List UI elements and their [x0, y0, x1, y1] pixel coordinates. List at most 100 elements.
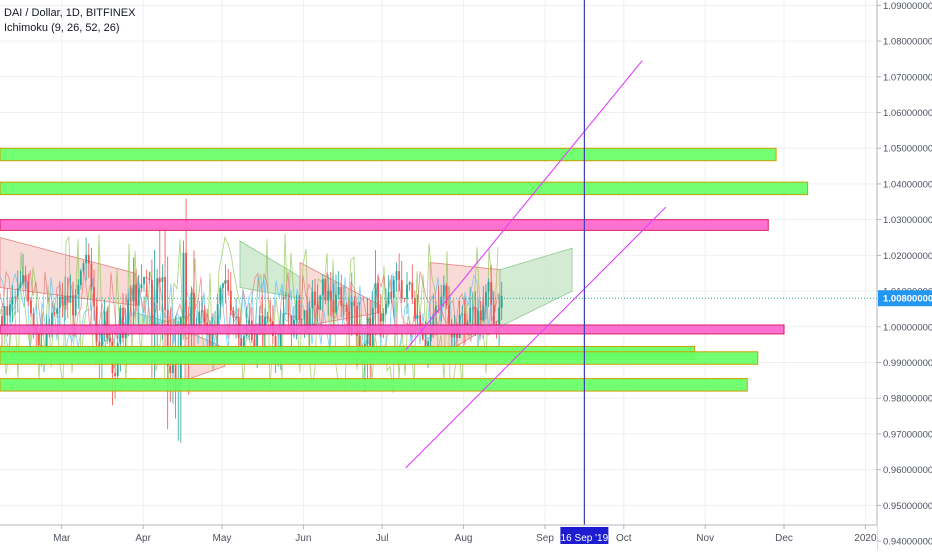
- candle-body: [164, 277, 166, 311]
- candle-body: [424, 339, 427, 348]
- pink-zone-rect[interactable]: [0, 324, 785, 335]
- candle-body: [45, 334, 48, 354]
- green-zone-rect[interactable]: [0, 351, 759, 365]
- candle-body: [287, 313, 290, 316]
- candle-body: [266, 316, 269, 319]
- indicator-label[interactable]: Ichimoku (9, 26, 52, 26): [4, 22, 120, 34]
- candle-body: [379, 313, 382, 322]
- candle-body: [429, 332, 432, 342]
- candle-body: [6, 306, 9, 316]
- candle-body: [474, 307, 477, 328]
- pink-zone-rect[interactable]: [0, 219, 769, 231]
- time-tick-label: Nov: [696, 533, 714, 544]
- candle-body: [463, 313, 466, 326]
- candle-body: [427, 341, 429, 348]
- candle-body: [248, 320, 251, 328]
- cursor-date-badge: [560, 527, 609, 544]
- candle-body: [387, 291, 390, 305]
- candle-body: [295, 299, 298, 320]
- symbol-title[interactable]: DAI / Dollar, 1D, BITFINEX: [4, 7, 136, 19]
- candle-body: [66, 295, 69, 303]
- candle-body: [82, 263, 85, 271]
- time-tick-label: 2020: [854, 533, 877, 544]
- candle-body: [93, 287, 95, 307]
- candle-body: [345, 304, 348, 312]
- green-zone-rect[interactable]: [0, 147, 777, 162]
- candle-body: [440, 296, 443, 307]
- candle-body: [61, 296, 64, 306]
- candle-body: [16, 288, 19, 297]
- candle-body: [58, 296, 61, 309]
- candle-body: [400, 280, 403, 299]
- candle-body: [30, 300, 32, 314]
- candle-body: [53, 312, 56, 314]
- candle-body: [185, 252, 187, 327]
- candle-body: [8, 304, 11, 316]
- candle-body: [208, 332, 211, 351]
- candle-body: [316, 305, 319, 310]
- candle-body: [190, 292, 193, 330]
- candle-body: [22, 275, 24, 284]
- candle-body: [137, 288, 140, 306]
- candle-body: [285, 313, 287, 315]
- candle-body: [87, 254, 90, 264]
- candle-body: [398, 271, 401, 281]
- candle-body: [90, 263, 93, 288]
- price-tick-label: 1.03000000: [883, 215, 932, 226]
- candle-body: [85, 254, 88, 264]
- candle-body: [466, 322, 469, 326]
- price-tick-label: 1.06000000: [883, 108, 932, 119]
- candle-body: [358, 335, 361, 353]
- candle-body: [27, 281, 30, 301]
- candle-body: [122, 307, 124, 339]
- candle-body: [300, 319, 303, 321]
- candle-body: [129, 299, 132, 301]
- candle-body: [174, 349, 177, 391]
- price-tick-label: 0.99000000: [883, 358, 932, 369]
- candle-body: [319, 295, 322, 310]
- candle-body: [469, 307, 472, 323]
- green-zone-rect[interactable]: [0, 378, 748, 392]
- candle-body: [216, 304, 219, 327]
- candle-body: [482, 305, 485, 321]
- candle-body: [211, 326, 214, 351]
- chart-legend: DAI / Dollar, 1D, BITFINEX Ichimoku (9, …: [4, 6, 135, 36]
- candle-body: [435, 305, 437, 315]
- trend-channel[interactable]: [405, 60, 667, 469]
- candle-body: [222, 283, 224, 288]
- candle-body: [343, 304, 345, 306]
- candle-body: [353, 301, 356, 306]
- trend-channel-line[interactable]: [405, 60, 643, 351]
- candle-body: [500, 296, 503, 308]
- candle-body: [356, 305, 358, 336]
- price-tick-label: 0.95000000: [883, 501, 932, 512]
- horizontal-zones[interactable]: [0, 147, 809, 392]
- candle-body: [103, 311, 106, 332]
- candle-body: [114, 373, 116, 377]
- candle-body: [321, 279, 324, 296]
- candle-body: [19, 283, 22, 289]
- green-zone-rect[interactable]: [0, 181, 809, 196]
- candle-body: [408, 282, 411, 285]
- time-axis-bg: [0, 525, 877, 550]
- candle-body: [3, 306, 6, 327]
- candle-body: [282, 313, 285, 328]
- price-tick-label: 1.09000000: [883, 1, 932, 12]
- candle-body: [11, 296, 14, 305]
- candle-body: [308, 308, 311, 331]
- candle-body: [442, 285, 445, 297]
- candle-body: [448, 305, 450, 324]
- candle-body: [148, 278, 151, 280]
- candle-body: [227, 279, 230, 291]
- candle-body: [485, 291, 487, 306]
- candle-body: [256, 333, 259, 348]
- time-axis[interactable]: Mar Apr May Jun Jul Aug Sep Oct Nov Dec 2020 16 Sep…: [0, 524, 877, 550]
- candle-body: [193, 292, 195, 325]
- candle-body: [382, 313, 385, 322]
- trend-channel-line[interactable]: [405, 206, 667, 469]
- candle-body: [72, 295, 74, 316]
- candle-body: [166, 310, 169, 366]
- price-axis[interactable]: 1.09000000 1.08000000 1.07000000 1.06000000…: [876, 0, 932, 550]
